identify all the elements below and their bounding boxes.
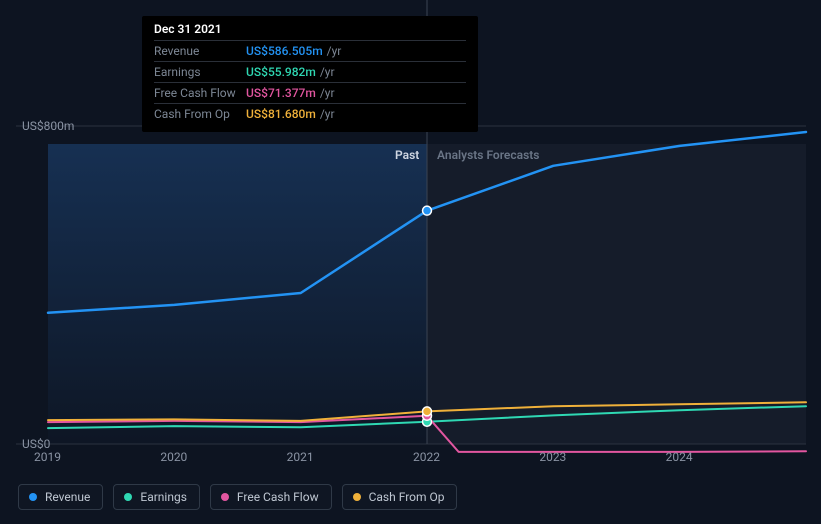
- tooltip-row-label: Earnings: [154, 62, 246, 83]
- y-axis-label-0: US$0: [22, 437, 50, 451]
- hover-tooltip: Dec 31 2021 RevenueUS$586.505m/yrEarning…: [142, 16, 478, 132]
- tooltip-row-label: Free Cash Flow: [154, 83, 246, 104]
- tooltip-row-label: Revenue: [154, 41, 246, 62]
- legend-item-label: Earnings: [140, 490, 187, 504]
- x-axis-label-2019: 2019: [34, 450, 61, 464]
- legend-dot-icon: [221, 493, 229, 501]
- x-axis-label-2021: 2021: [287, 450, 314, 464]
- tooltip-row-label: Cash From Op: [154, 104, 246, 125]
- legend-dot-icon: [29, 493, 37, 501]
- tooltip-row-unit: /yr: [316, 65, 335, 79]
- tooltip-date: Dec 31 2021: [154, 22, 466, 40]
- tooltip-row-cash-from-op: Cash From OpUS$81.680m/yr: [154, 104, 466, 125]
- tooltip-row-value: US$81.680m: [246, 107, 316, 121]
- x-axis-label-2024: 2024: [666, 450, 693, 464]
- legend-item-label: Cash From Op: [369, 490, 445, 504]
- hover-marker-cfo: [423, 407, 432, 416]
- tooltip-row-value: US$55.982m: [246, 65, 316, 79]
- financials-chart: US$800m US$0 Past Analysts Forecasts 201…: [0, 0, 821, 524]
- region-label-forecast: Analysts Forecasts: [437, 148, 539, 162]
- tooltip-row-earnings: EarningsUS$55.982m/yr: [154, 62, 466, 83]
- legend-dot-icon: [124, 493, 132, 501]
- y-axis-label-800: US$800m: [22, 119, 74, 133]
- region-label-past: Past: [395, 148, 419, 162]
- x-axis-label-2022: 2022: [413, 450, 440, 464]
- x-axis-label-2020: 2020: [160, 450, 187, 464]
- legend: Revenue Earnings Free Cash Flow Cash From O…: [18, 484, 457, 510]
- legend-item-cfo[interactable]: Cash From Op: [342, 484, 458, 510]
- tooltip-row-value: US$71.377m: [246, 86, 316, 100]
- tooltip-row-unit: /yr: [316, 107, 335, 121]
- legend-item-fcf[interactable]: Free Cash Flow: [210, 484, 332, 510]
- legend-item-label: Free Cash Flow: [237, 490, 319, 504]
- legend-item-earnings[interactable]: Earnings: [113, 484, 200, 510]
- tooltip-row-free-cash-flow: Free Cash FlowUS$71.377m/yr: [154, 83, 466, 104]
- legend-item-revenue[interactable]: Revenue: [18, 484, 103, 510]
- tooltip-row-unit: /yr: [316, 86, 335, 100]
- x-axis-label-2023: 2023: [539, 450, 566, 464]
- hover-marker-revenue: [423, 206, 432, 215]
- legend-item-label: Revenue: [45, 490, 90, 504]
- tooltip-row-revenue: RevenueUS$586.505m/yr: [154, 41, 466, 62]
- tooltip-row-value: US$586.505m: [246, 44, 323, 58]
- tooltip-row-unit: /yr: [323, 44, 342, 58]
- legend-dot-icon: [353, 493, 361, 501]
